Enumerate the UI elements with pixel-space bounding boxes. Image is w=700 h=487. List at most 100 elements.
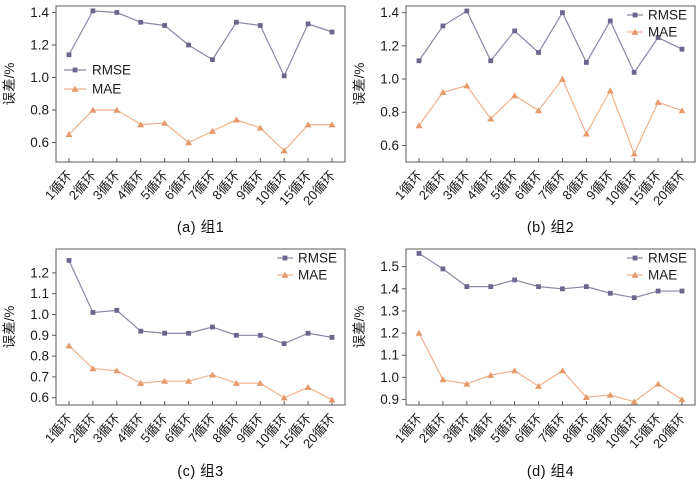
triangle-marker (161, 377, 169, 384)
chart-caption-c: (c) 组3 (177, 464, 224, 480)
series-mae (415, 329, 686, 405)
triangle-marker (208, 371, 216, 378)
square-marker (583, 60, 589, 65)
triangle-marker (630, 398, 638, 405)
square-marker (329, 335, 335, 340)
triangle-marker (304, 384, 312, 391)
legend-label: MAE (648, 25, 677, 40)
y-tick-label: 1.2 (30, 38, 49, 53)
chart-caption-a: (a) 组1 (176, 220, 225, 236)
square-marker (536, 284, 541, 290)
triangle-marker (631, 271, 639, 278)
square-marker (281, 341, 287, 347)
triangle-marker (487, 371, 495, 378)
square-marker (186, 42, 191, 48)
series-mae (415, 75, 686, 157)
triangle-marker (582, 130, 590, 137)
triangle-marker (328, 121, 336, 128)
triangle-marker (415, 122, 423, 129)
chart-panel-d: 0.9 1.0 1.1 1.2 1.3 1.4 1.5 1循环 2循环 3循环 4循环 5循环 6循环 7… (350, 243, 700, 487)
y-axis-title: 误差/% (2, 306, 17, 349)
legend: RMSE MAE (627, 251, 687, 283)
triangle-marker (606, 87, 614, 94)
legend-label: RMSE (648, 8, 687, 23)
square-marker (416, 251, 422, 256)
square-marker (631, 295, 637, 301)
y-tick-label: 0.9 (30, 328, 49, 343)
square-marker (66, 258, 72, 263)
triangle-marker (113, 367, 121, 374)
square-marker (210, 57, 215, 63)
square-marker (679, 46, 685, 52)
triangle-marker (232, 379, 240, 386)
y-tick-label: 0.6 (380, 138, 399, 153)
y-tick-label: 1.3 (380, 303, 399, 318)
square-marker (583, 284, 589, 290)
y-tick-label: 0.9 (380, 392, 399, 407)
square-marker (282, 255, 288, 261)
triangle-marker (65, 131, 73, 138)
square-marker (560, 10, 565, 16)
square-marker (233, 332, 239, 338)
legend: RMSE MAE (277, 251, 337, 283)
y-axis: 0.9 1.0 1.1 1.2 1.3 1.4 1.5 (380, 259, 406, 407)
y-axis-title: 误差/% (2, 63, 17, 106)
triangle-marker (558, 75, 566, 82)
triangle-marker (511, 367, 519, 374)
y-axis: 0.6 0.8 1.0 1.2 1.4 (380, 5, 406, 153)
y-tick-label: 1.2 (380, 38, 399, 53)
triangle-marker (137, 379, 145, 386)
y-axis-title: 误差/% (352, 63, 367, 106)
square-marker (138, 328, 144, 334)
triangle-marker (678, 107, 686, 114)
y-tick-label: 0.7 (30, 369, 49, 384)
square-marker (66, 52, 72, 58)
square-marker (536, 50, 541, 55)
y-tick-label: 1.1 (30, 286, 49, 301)
legend-label: RMSE (298, 251, 337, 266)
square-marker (679, 288, 685, 294)
series-rmse (416, 8, 685, 75)
y-tick-label: 0.6 (30, 390, 49, 405)
square-marker (257, 332, 263, 338)
legend-label: RMSE (648, 251, 687, 266)
square-marker (632, 255, 638, 261)
square-marker (416, 58, 422, 64)
triangle-marker (463, 380, 471, 387)
legend-label: MAE (648, 268, 677, 283)
chart-panel-c: 0.6 0.7 0.8 0.9 1.0 1.1 1.2 1循环 2循环 3循环 4循环 5循环 6循环 7… (0, 243, 350, 487)
series-rmse (66, 8, 335, 79)
chart-d: 0.9 1.0 1.1 1.2 1.3 1.4 1.5 1循环2循环3循环4循环5循环6循环7… (352, 248, 696, 451)
legend: RMSE MAE (627, 8, 687, 40)
triangle-marker (463, 82, 471, 89)
square-marker (512, 277, 518, 283)
chart-c: 0.6 0.7 0.8 0.9 1.0 1.1 1.2 1循环2循环3循环4循环5循环6循环7… (2, 248, 346, 451)
triangle-marker (328, 396, 336, 403)
triangle-marker (630, 150, 638, 157)
series-mae (65, 106, 336, 154)
square-marker (488, 58, 494, 64)
triangle-marker (161, 119, 169, 126)
triangle-marker (631, 28, 639, 35)
legend: RMSE MAE (64, 63, 131, 97)
series-mae (65, 342, 336, 403)
y-tick-label: 0.8 (30, 103, 49, 118)
triangle-marker (89, 106, 97, 113)
square-marker (257, 23, 263, 28)
square-marker (114, 10, 120, 15)
triangle-marker (654, 380, 662, 387)
square-marker (655, 288, 661, 294)
triangle-marker (582, 393, 590, 400)
series-rmse (66, 258, 335, 347)
triangle-marker (208, 127, 216, 134)
triangle-marker (71, 85, 79, 92)
triangle-marker (439, 88, 447, 95)
triangle-marker (185, 377, 193, 384)
y-axis-title: 误差/% (352, 306, 367, 349)
square-marker (305, 21, 311, 27)
series-rmse (416, 251, 685, 301)
